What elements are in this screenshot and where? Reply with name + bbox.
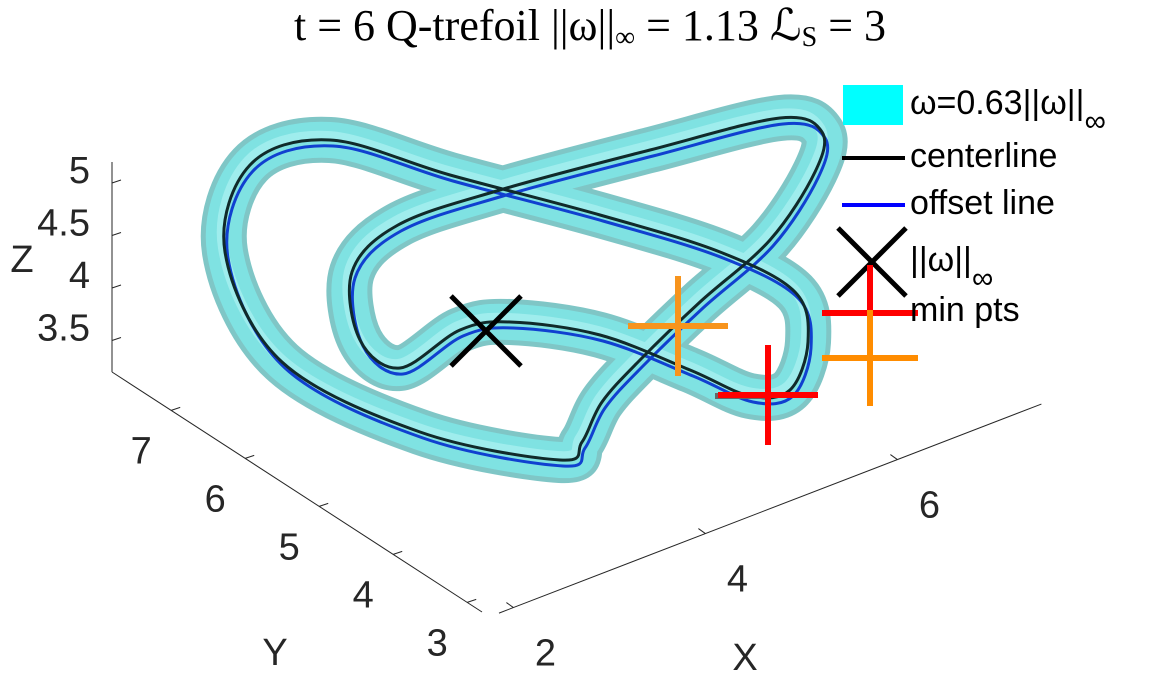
y-tick (467, 598, 477, 603)
x-tick (698, 528, 706, 534)
y-tick-label: 3 (427, 622, 448, 664)
legend-label: min pts (910, 291, 1020, 329)
max-marker (449, 294, 523, 368)
offset-line (225, 121, 830, 468)
y-tick-label: 4 (353, 574, 374, 616)
tube-highlight (216, 108, 828, 462)
legend-label: ω=0.63||ω||∞ (910, 84, 1106, 138)
y-axis (111, 371, 483, 613)
y-tick (171, 406, 181, 411)
y-axis-label: Y (262, 632, 287, 674)
legend-text: centerline (910, 137, 1057, 175)
z-tick-label: 4.5 (37, 203, 90, 245)
z-axis-label: Z (10, 239, 33, 281)
y-tick (319, 502, 329, 507)
legend-label: offset line (910, 184, 1055, 222)
legend-text: min pts (910, 291, 1020, 329)
y-tick-label: 7 (131, 430, 152, 472)
legend-swatch (836, 226, 908, 298)
z-tick (111, 232, 122, 236)
y-tick-label: 5 (279, 526, 300, 568)
legend-swatch (843, 85, 903, 125)
legend-sub: ∞ (972, 262, 993, 295)
x-axis (498, 403, 1042, 614)
legend-label: centerline (910, 137, 1057, 175)
x-axis-label: X (732, 637, 757, 679)
x-tick (506, 602, 514, 608)
knot-tube (200, 94, 848, 484)
chart-title: t = 6 Q-trefoil ||ω||∞ = 1.13 ℒS = 3 (294, 1, 886, 53)
title-part: = 1.13 ℒ (635, 1, 802, 50)
x-tick-label: 2 (535, 633, 556, 675)
z-tick (111, 284, 122, 289)
x-tick (890, 454, 898, 460)
title-part: t = 6 Q-trefoil ||ω|| (294, 1, 615, 50)
y-tick-label: 6 (205, 478, 226, 520)
legend-label: ||ω||∞ (910, 241, 993, 295)
z-tick-label: 5 (69, 150, 90, 192)
x-tick-label: 4 (727, 559, 748, 601)
legend-sub: ∞ (1084, 105, 1105, 138)
y-tick (393, 550, 403, 555)
title-part: ∞ (615, 22, 635, 53)
z-tick-label: 4 (69, 255, 90, 297)
title-part: = 3 (817, 1, 886, 50)
legend-text: ω=0.63||ω|| (910, 84, 1084, 122)
centerline (222, 115, 827, 462)
z-tick-label: 3.5 (37, 308, 90, 350)
x-tick-label: 6 (919, 485, 940, 527)
z-tick (111, 337, 122, 341)
legend-text: ||ω|| (910, 241, 972, 279)
z-tick (111, 179, 122, 184)
title-part: S (802, 22, 818, 53)
y-tick (245, 454, 255, 459)
legend-text: offset line (910, 184, 1055, 222)
